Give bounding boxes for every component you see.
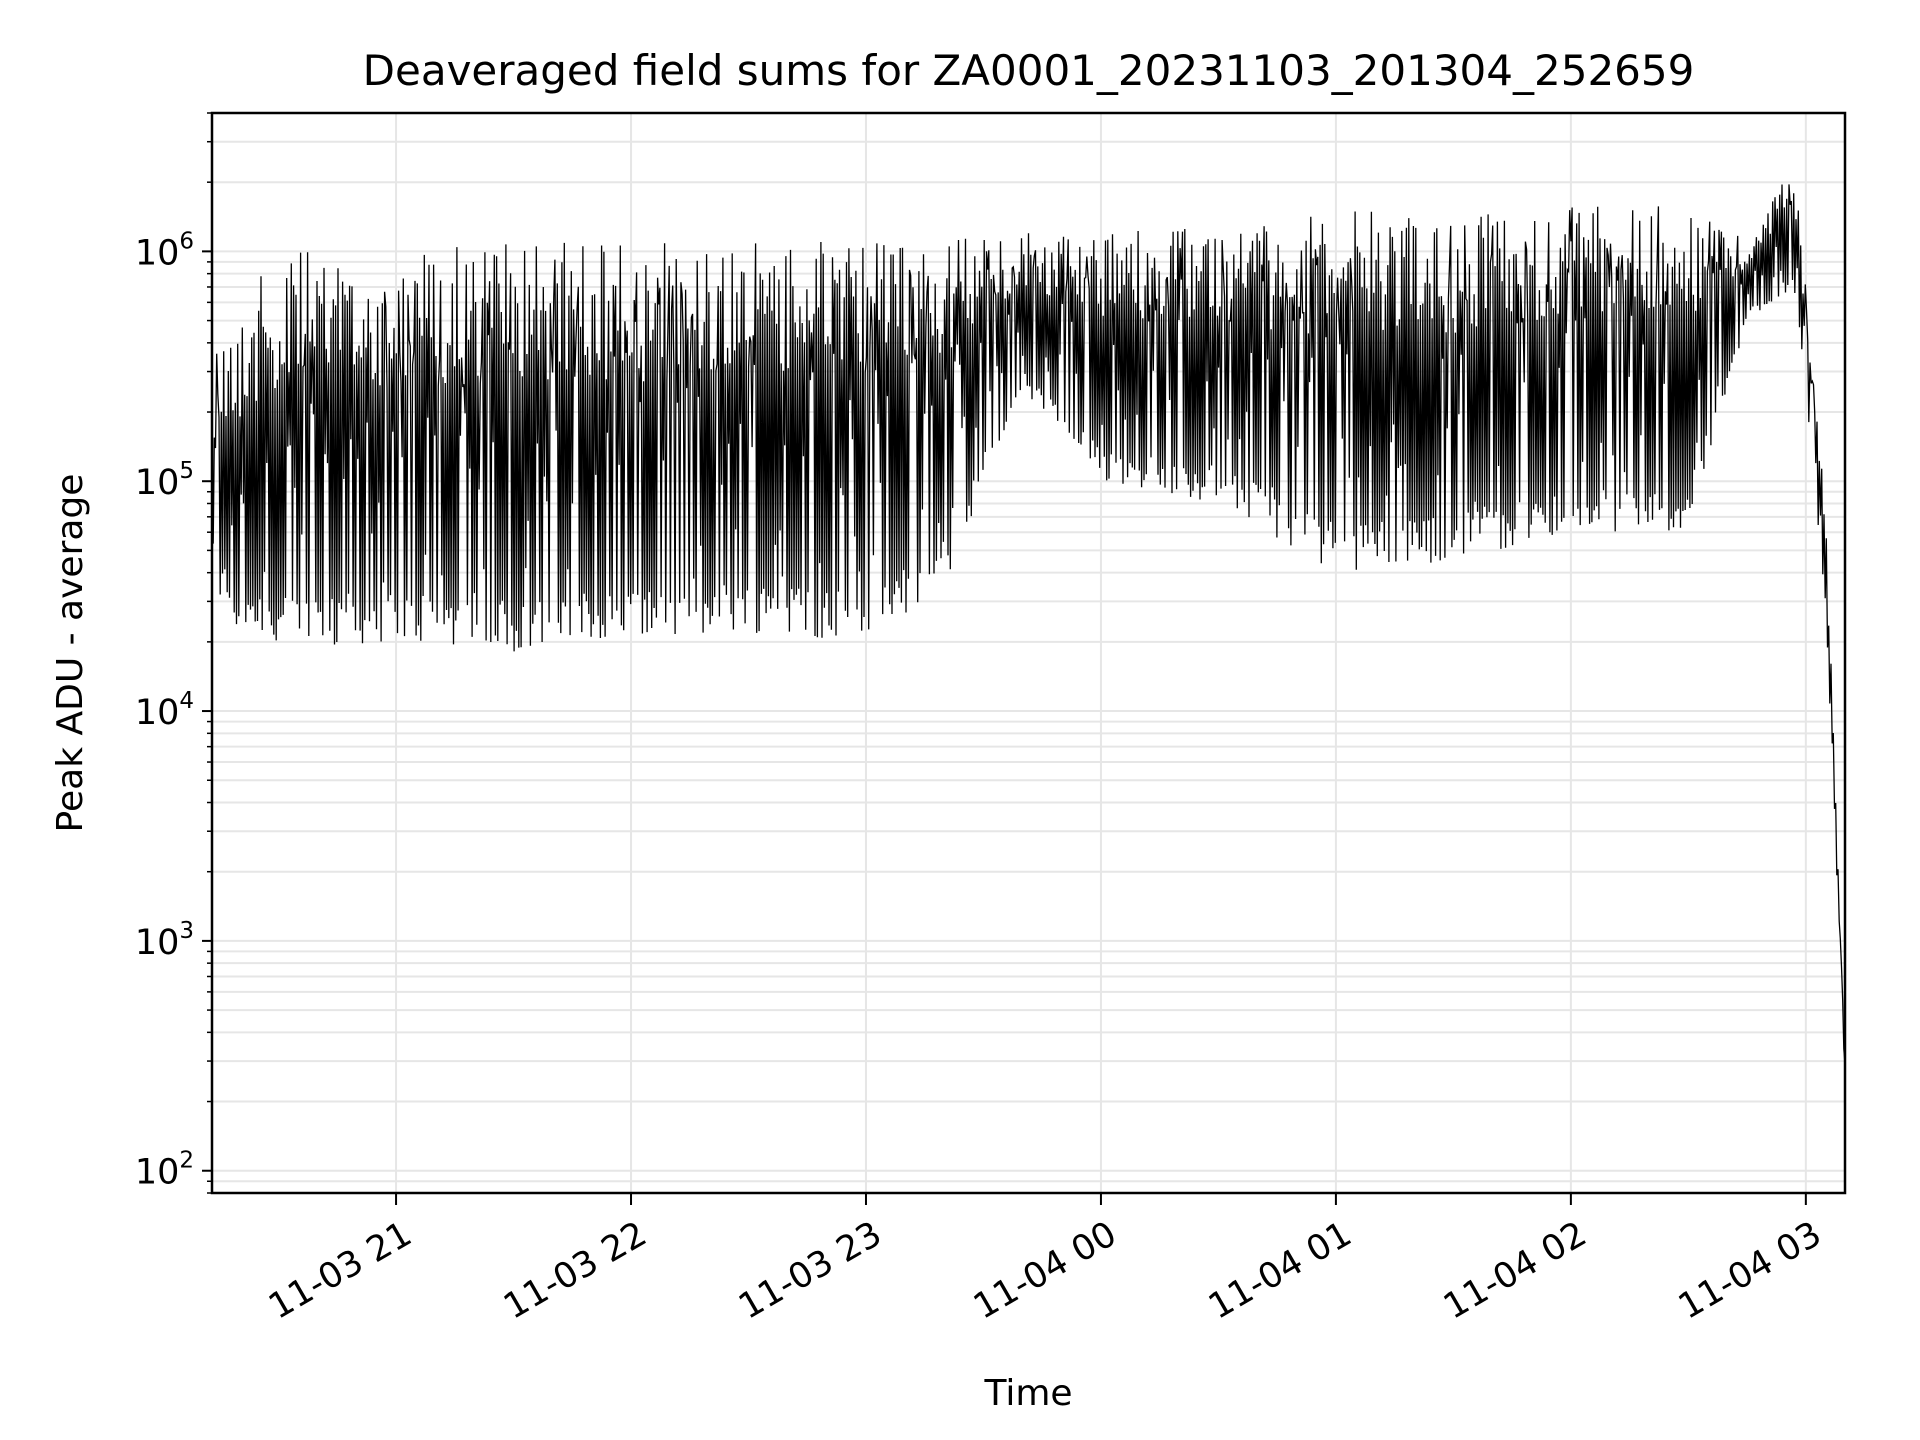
y-tick-label: 104 xyxy=(135,688,194,733)
y-tick-label: 102 xyxy=(135,1148,194,1193)
x-tick-label: 11-03 21 xyxy=(262,1214,418,1327)
y-tick-label: 103 xyxy=(135,918,194,963)
x-tick-label: 11-04 02 xyxy=(1437,1214,1593,1327)
x-tick-label: 11-04 00 xyxy=(967,1214,1123,1327)
x-tick-label: 11-04 01 xyxy=(1202,1214,1358,1327)
y-axis-label: Peak ADU - average xyxy=(50,474,91,833)
chart-title: Deaveraged field sums for ZA0001_2023110… xyxy=(363,46,1695,95)
x-tick-label: 11-04 03 xyxy=(1672,1214,1828,1327)
x-tick-label: 11-03 23 xyxy=(732,1214,888,1327)
series-line xyxy=(212,184,1845,1064)
y-tick-label: 105 xyxy=(135,458,194,503)
x-tick-label: 11-03 22 xyxy=(497,1214,653,1327)
x-axis-label: Time xyxy=(983,1373,1072,1414)
series-line-layer xyxy=(212,184,1845,1064)
plot-area-frame xyxy=(210,111,1847,1195)
y-tick-label: 106 xyxy=(135,228,194,273)
